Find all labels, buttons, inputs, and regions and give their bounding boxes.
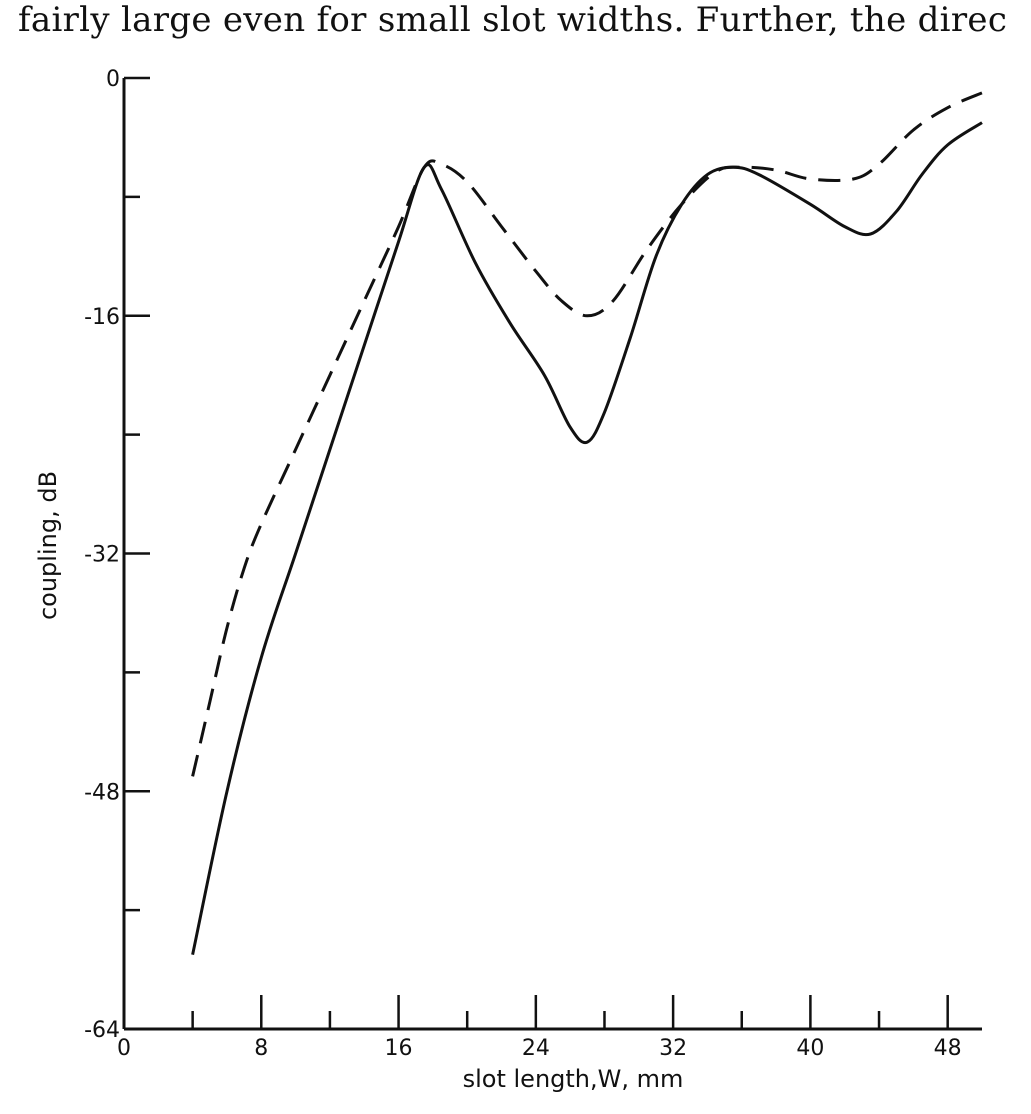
y-tick-label-neg32: -32 [84,543,120,568]
x-tick-label-8: 8 [254,1036,268,1061]
x-tick-label-16: 16 [385,1036,413,1061]
y-tick-label-0: 0 [106,67,120,92]
y-tick-label-neg64: -64 [84,1018,120,1043]
x-tick-label-48: 48 [934,1036,962,1061]
y-tick-label-neg16: -16 [84,305,120,330]
chart-series [191,91,983,956]
dashed-series-line [191,91,983,777]
chart-ticks [124,76,949,1029]
chart-axes [122,78,982,1031]
x-tick-label-32: 32 [659,1036,687,1061]
y-axis-title: coupling, dB [34,471,62,620]
chart-tick-labels: 0 8 16 24 32 40 48 0 -16 -32 -48 -64 [84,67,962,1061]
y-tick-label-neg48: -48 [84,780,120,805]
x-axis-title: slot length,W, mm [463,1065,684,1093]
solid-series-line [191,121,983,956]
x-tick-label-24: 24 [522,1036,550,1061]
x-tick-label-40: 40 [796,1036,824,1061]
page-header-text: fairly large even for small slot widths.… [18,0,1008,40]
x-tick-label-0: 0 [117,1036,131,1061]
